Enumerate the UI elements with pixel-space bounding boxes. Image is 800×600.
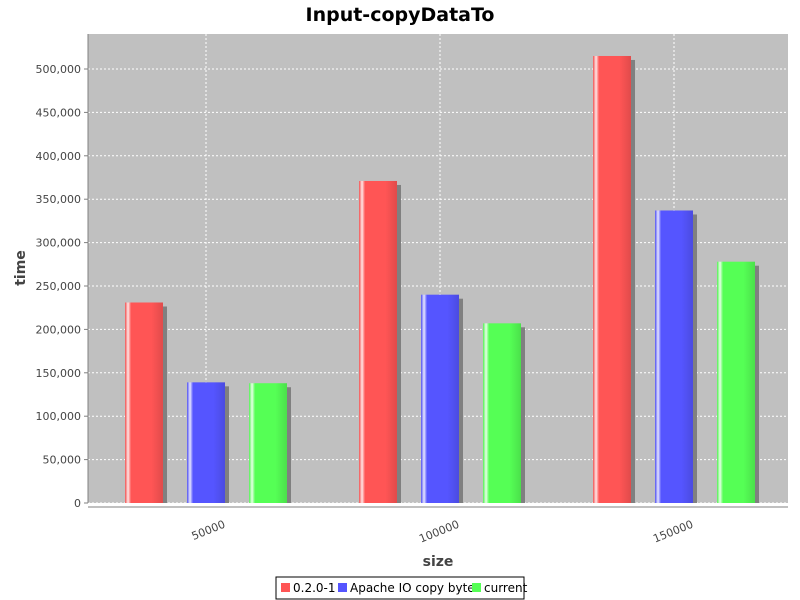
x-tick-label: 150000 [651, 518, 695, 546]
legend-label: 0.2.0-1 [293, 581, 336, 595]
y-tick-label: 450,000 [36, 106, 82, 119]
bar [655, 210, 693, 503]
y-tick-label: 250,000 [36, 280, 82, 293]
legend-label: current [484, 581, 528, 595]
y-axis: 0 50,000 100,000 150,000 200,000 250,000 300,0… [36, 34, 89, 510]
x-axis-label: size [423, 554, 454, 570]
y-tick-label: 200,000 [36, 323, 82, 336]
legend-label: Apache IO copy bytes [350, 581, 481, 595]
x-tick-label: 100000 [417, 518, 461, 546]
bar [359, 181, 397, 503]
bar [421, 295, 459, 503]
legend-swatch [338, 583, 347, 592]
bar [717, 262, 755, 503]
chart-title: Input-copyDataTo [306, 4, 495, 26]
bar [249, 383, 287, 503]
y-tick-label: 50,000 [43, 454, 82, 467]
y-tick-label: 350,000 [36, 193, 82, 206]
bar [483, 323, 521, 503]
legend-swatch [472, 583, 481, 592]
y-tick-label: 400,000 [36, 150, 82, 163]
y-tick-label: 300,000 [36, 237, 82, 250]
legend-swatch [281, 583, 290, 592]
x-axis: 50000 100000 150000 [88, 507, 788, 546]
x-tick-label: 50000 [190, 518, 227, 543]
bar [187, 382, 225, 503]
bar [593, 56, 631, 503]
y-tick-label: 150,000 [36, 367, 82, 380]
y-tick-label: 500,000 [36, 63, 82, 76]
y-tick-label: 100,000 [36, 410, 82, 423]
legend: 0.2.0-1 Apache IO copy bytes current [276, 577, 528, 599]
y-axis-label: time [13, 250, 29, 286]
y-tick-label: 0 [74, 497, 81, 510]
bar [125, 302, 163, 503]
